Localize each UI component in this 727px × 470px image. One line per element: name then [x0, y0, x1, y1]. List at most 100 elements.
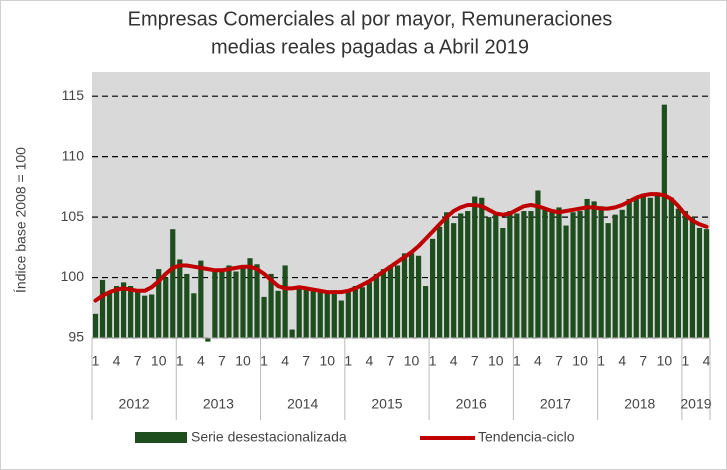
x-tick-label: 4	[450, 353, 458, 369]
bar	[661, 104, 667, 339]
x-tick-label: 10	[488, 353, 504, 369]
x-tick-label: 4	[534, 353, 542, 369]
x-tick-label: 7	[639, 353, 647, 369]
bar	[317, 292, 323, 338]
x-tick-label: 1	[176, 353, 184, 369]
bar	[619, 209, 625, 338]
bar	[275, 290, 281, 338]
bar	[612, 214, 618, 338]
bar	[121, 282, 127, 338]
bar	[465, 211, 471, 338]
year-label: 2013	[203, 396, 234, 412]
year-label: 2019	[680, 396, 711, 412]
bar	[570, 212, 576, 338]
bar	[352, 286, 358, 338]
bar	[226, 265, 232, 338]
year-label: 2016	[456, 396, 487, 412]
bar	[142, 295, 148, 338]
bar	[549, 212, 555, 338]
x-tick-label: 10	[657, 353, 673, 369]
bar	[212, 270, 218, 338]
year-label: 2015	[371, 396, 402, 412]
y-tick-label: 95	[68, 329, 84, 345]
bar	[128, 286, 134, 338]
legend-label: Tendencia-ciclo	[478, 429, 575, 445]
y-tick-label: 100	[61, 268, 85, 284]
x-tick-label: 10	[151, 353, 167, 369]
bar	[605, 223, 611, 338]
bar	[254, 264, 260, 338]
bar	[521, 211, 527, 338]
bar	[500, 227, 506, 338]
bar	[99, 279, 106, 338]
x-tick-label: 4	[365, 353, 373, 369]
x-tick-label: 7	[218, 353, 226, 369]
bar	[240, 265, 246, 338]
bar	[437, 226, 443, 338]
bar	[92, 313, 99, 338]
bar	[106, 292, 113, 338]
y-axis-label: Índice base 2008 = 100	[13, 147, 29, 293]
chart-title: Empresas Comerciales al por mayor, Remun…	[128, 8, 613, 30]
bar	[458, 213, 464, 338]
bar	[584, 198, 590, 338]
bar	[359, 287, 365, 338]
y-tick-label: 115	[62, 87, 85, 103]
bar	[451, 223, 457, 338]
bar	[556, 207, 562, 338]
bar	[472, 196, 478, 338]
bar	[640, 196, 646, 338]
trend-line	[93, 192, 709, 303]
bar	[479, 197, 485, 338]
bar	[647, 197, 653, 338]
bar	[380, 269, 387, 338]
year-label: 2012	[119, 396, 150, 412]
bar	[493, 213, 499, 338]
legend-label: Serie desestacionalizada	[191, 429, 347, 445]
x-tick-label: 1	[597, 353, 605, 369]
x-tick-label: 1	[92, 353, 100, 369]
x-tick-label: 4	[618, 353, 626, 369]
y-tick-label: 105	[61, 208, 85, 224]
bar	[338, 300, 344, 338]
bar	[633, 197, 639, 338]
bar	[675, 208, 681, 338]
bar	[415, 255, 422, 338]
x-tick-label: 7	[302, 353, 310, 369]
bar	[366, 282, 372, 338]
bar	[507, 211, 513, 338]
x-tick-label: 4	[113, 353, 121, 369]
bar	[626, 198, 632, 338]
bar	[219, 270, 225, 338]
bar	[654, 195, 660, 338]
bar	[689, 217, 696, 338]
bar	[198, 260, 204, 338]
bar	[177, 259, 183, 338]
bar	[387, 265, 394, 338]
x-tick-label: 4	[197, 353, 205, 369]
bar	[149, 294, 155, 338]
bar	[184, 273, 190, 338]
bar	[135, 289, 141, 338]
x-tick-label: 7	[134, 353, 142, 369]
bar	[261, 296, 267, 338]
x-tick-label: 1	[682, 353, 690, 369]
x-tick-label: 1	[344, 353, 352, 369]
bar	[408, 253, 415, 338]
x-tick-label: 1	[260, 353, 268, 369]
bar	[703, 229, 710, 338]
y-tick-label: 110	[62, 147, 85, 163]
bar	[542, 208, 548, 338]
bar	[682, 211, 689, 338]
bar	[247, 258, 253, 338]
bar	[282, 265, 288, 338]
bar	[303, 289, 309, 338]
bar	[156, 269, 162, 338]
bar	[289, 329, 295, 338]
legend-swatch	[135, 432, 187, 443]
bar	[113, 286, 120, 338]
bar	[191, 293, 197, 338]
bar	[268, 273, 274, 338]
x-tick-label: 10	[404, 353, 420, 369]
